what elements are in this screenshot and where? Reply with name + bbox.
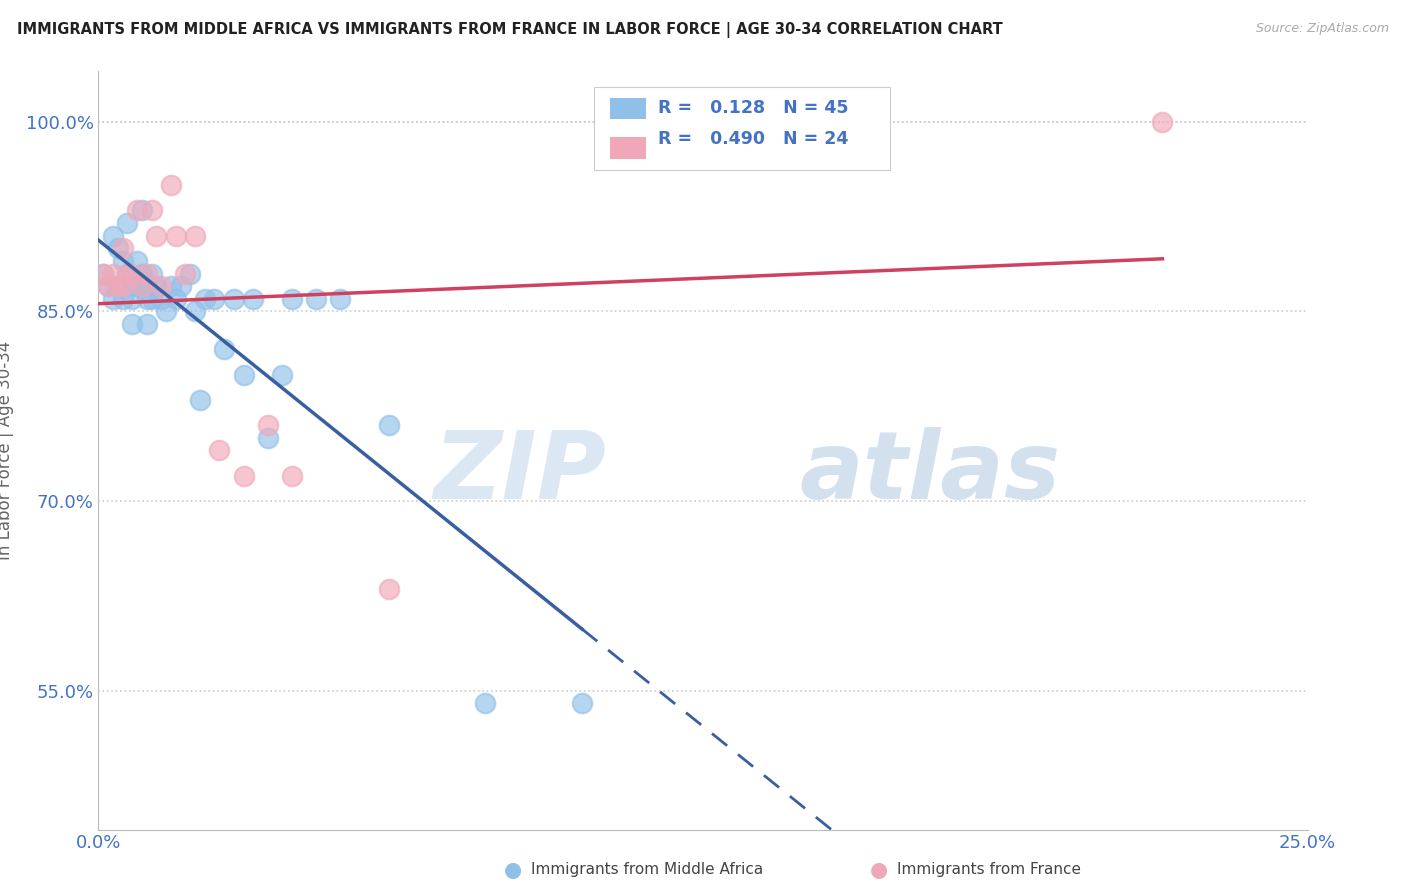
Point [179, 267, 201, 281]
Point [232, 368, 254, 382]
Point [101, 292, 124, 306]
Point [329, 292, 352, 306]
Point [150, 292, 173, 306]
Point [194, 292, 217, 306]
Text: Immigrants from France: Immigrants from France [897, 863, 1081, 877]
FancyBboxPatch shape [610, 98, 647, 120]
Text: ●: ● [505, 860, 522, 880]
Point [242, 292, 264, 306]
Point [135, 317, 157, 331]
Point [150, 279, 173, 293]
Point [184, 304, 207, 318]
Point [208, 443, 231, 458]
Point [135, 267, 157, 281]
Point [377, 418, 399, 433]
Point [101, 228, 124, 243]
Point [160, 178, 183, 193]
Point [281, 292, 304, 306]
Text: R =   0.128   N = 45: R = 0.128 N = 45 [658, 99, 849, 118]
Y-axis label: In Labor Force | Age 30-34: In Labor Force | Age 30-34 [0, 341, 14, 560]
Point [145, 279, 167, 293]
FancyBboxPatch shape [595, 87, 890, 170]
Point [111, 241, 134, 255]
Point [222, 292, 245, 306]
Point [117, 267, 139, 281]
Point [131, 267, 153, 281]
Point [377, 582, 399, 597]
Point [141, 292, 163, 306]
Point [1152, 115, 1174, 129]
Point [97, 279, 120, 293]
Point [204, 292, 226, 306]
Point [165, 292, 187, 306]
Point [107, 241, 129, 255]
Point [117, 267, 139, 281]
Point [256, 431, 278, 445]
Point [121, 279, 143, 293]
Point [141, 203, 163, 218]
Text: Immigrants from Middle Africa: Immigrants from Middle Africa [531, 863, 763, 877]
Point [101, 267, 124, 281]
Text: ●: ● [870, 860, 887, 880]
Point [145, 228, 167, 243]
Point [135, 292, 157, 306]
Point [135, 279, 157, 293]
Point [160, 279, 183, 293]
Point [305, 292, 328, 306]
Point [155, 304, 177, 318]
Point [107, 279, 129, 293]
Point [91, 267, 114, 281]
Point [271, 368, 294, 382]
Text: R =   0.490   N = 24: R = 0.490 N = 24 [658, 129, 849, 148]
Point [232, 468, 254, 483]
Point [141, 267, 163, 281]
Point [127, 279, 149, 293]
Point [165, 228, 187, 243]
Point [111, 253, 134, 268]
Point [571, 696, 593, 710]
Point [127, 203, 149, 218]
Text: IMMIGRANTS FROM MIDDLE AFRICA VS IMMIGRANTS FROM FRANCE IN LABOR FORCE | AGE 30-: IMMIGRANTS FROM MIDDLE AFRICA VS IMMIGRA… [17, 22, 1002, 38]
Text: ZIP: ZIP [433, 427, 606, 519]
Point [212, 343, 235, 357]
Point [174, 267, 197, 281]
Point [169, 279, 191, 293]
Text: atlas: atlas [800, 427, 1062, 519]
Point [188, 392, 211, 407]
Point [91, 267, 114, 281]
Point [184, 228, 207, 243]
Text: Source: ZipAtlas.com: Source: ZipAtlas.com [1256, 22, 1389, 36]
Point [127, 253, 149, 268]
Point [256, 418, 278, 433]
Point [111, 292, 134, 306]
Point [474, 696, 496, 710]
FancyBboxPatch shape [610, 137, 647, 159]
Point [117, 216, 139, 230]
Point [131, 279, 153, 293]
Point [121, 317, 143, 331]
Point [111, 279, 134, 293]
Point [97, 279, 120, 293]
Point [131, 203, 153, 218]
Point [121, 267, 143, 281]
Point [281, 468, 304, 483]
Point [121, 292, 143, 306]
Point [107, 279, 129, 293]
